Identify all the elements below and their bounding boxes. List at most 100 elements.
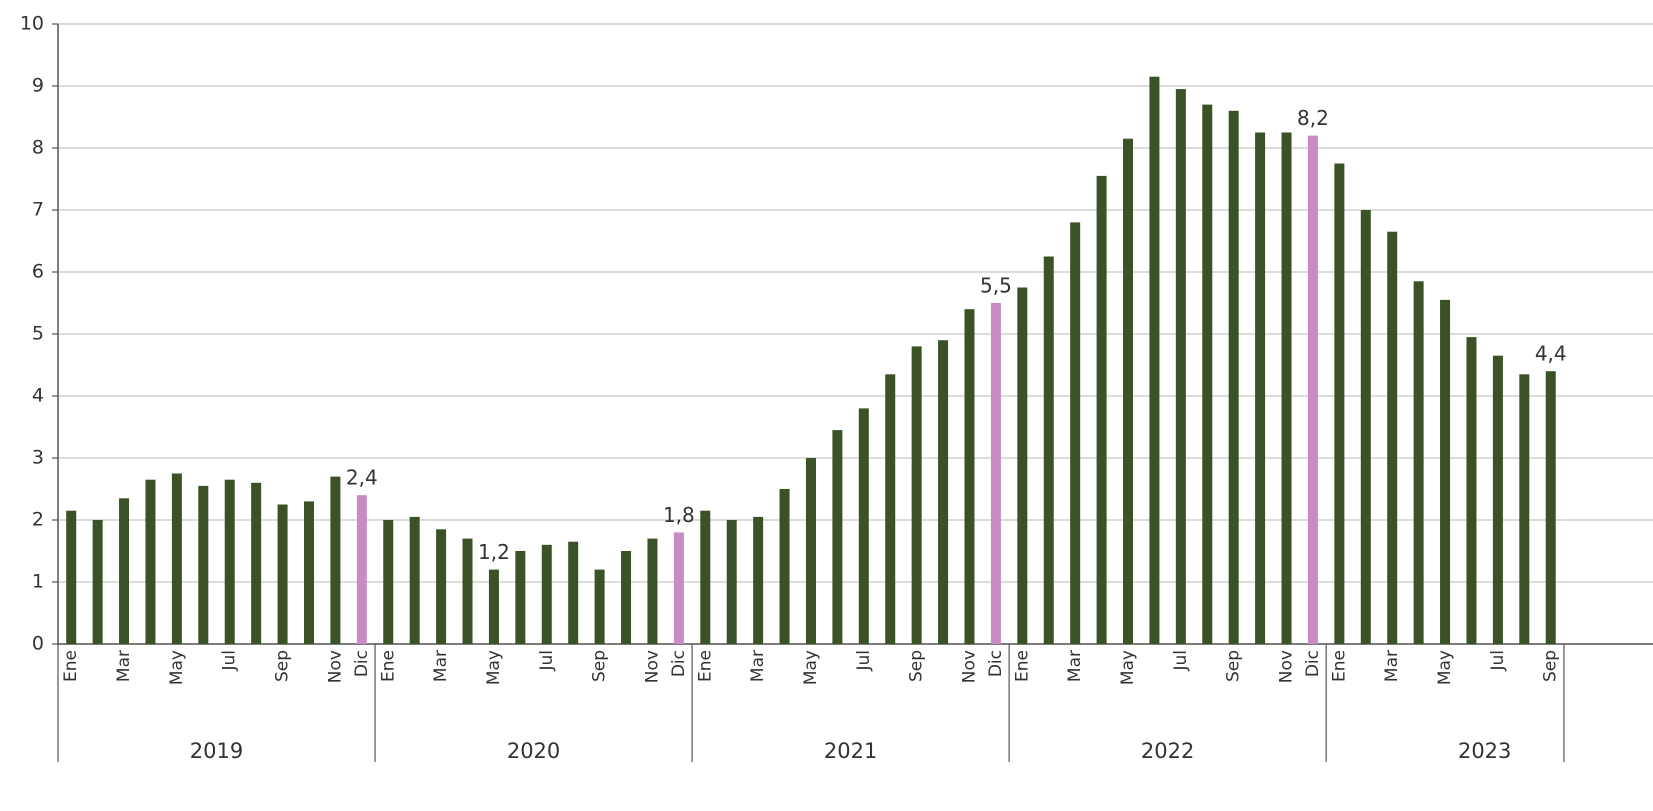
bar: [436, 529, 447, 644]
x-tick-label: Ene: [378, 650, 398, 682]
bar: [409, 516, 420, 644]
bar: [1281, 132, 1292, 644]
x-tick-label: Nov: [959, 650, 979, 683]
x-tick-label: Jul: [537, 650, 557, 672]
bar: [911, 346, 922, 644]
bar: [356, 495, 367, 644]
bar: [938, 340, 949, 644]
bar: [277, 504, 288, 644]
bar: [753, 516, 764, 644]
y-tick-label: 10: [20, 13, 44, 35]
bar: [303, 501, 314, 644]
bar: [119, 498, 130, 644]
x-tick-label: Nov: [325, 650, 345, 683]
x-tick-label: Mar: [1382, 650, 1402, 682]
x-tick-label: Dic: [669, 650, 689, 677]
x-tick-label: Mar: [114, 650, 134, 682]
data-label: 5,5: [980, 274, 1012, 298]
bar: [568, 541, 579, 644]
bar: [1255, 132, 1266, 644]
bar: [726, 520, 737, 644]
y-tick-label: 0: [32, 633, 44, 655]
group-label: 2019: [190, 739, 243, 763]
data-label: 8,2: [1297, 106, 1329, 130]
x-tick-label: May: [801, 650, 821, 685]
bar: [224, 479, 235, 644]
bar: [92, 520, 103, 644]
group-label: 2023: [1458, 739, 1511, 763]
bar: [1519, 374, 1530, 644]
bar: [66, 510, 77, 644]
y-tick-label: 3: [32, 447, 44, 469]
x-tick-label: Sep: [590, 650, 610, 682]
bar: [1043, 256, 1054, 644]
x-tick-label: Jul: [220, 650, 240, 672]
x-tick-label: Sep: [1541, 650, 1561, 682]
x-tick-label: Sep: [907, 650, 927, 682]
data-label: 4,4: [1535, 342, 1567, 366]
bar: [1070, 222, 1081, 644]
bar: [832, 430, 843, 644]
y-tick-label: 5: [32, 323, 44, 345]
bar: [805, 458, 816, 644]
bar: [858, 408, 869, 644]
x-tick-label: May: [1435, 650, 1455, 685]
bar: [1202, 104, 1213, 645]
x-tick-label: Mar: [1065, 650, 1085, 682]
x-tick-label: Nov: [1277, 650, 1297, 683]
bar: [885, 374, 896, 644]
bar: [964, 309, 975, 644]
bar: [1096, 175, 1107, 644]
bar: [1466, 337, 1477, 644]
bar: [1440, 299, 1451, 644]
y-tick-label: 1: [32, 571, 44, 593]
x-tick-label: Sep: [273, 650, 293, 682]
x-tick-label: Ene: [1012, 650, 1032, 682]
bar: [1360, 210, 1371, 644]
data-label: 1,8: [663, 503, 695, 527]
y-tick-label: 4: [32, 385, 44, 407]
y-tick-label: 9: [32, 75, 44, 97]
bar: [647, 538, 658, 644]
x-tick-label: Mar: [431, 650, 451, 682]
x-tick-label: Dic: [1303, 650, 1323, 677]
bar: [488, 569, 499, 644]
x-tick-label: May: [167, 650, 187, 685]
x-tick-label: Jul: [854, 650, 874, 672]
x-tick-label: Nov: [642, 650, 662, 683]
bar: [1334, 163, 1345, 644]
bar: [1149, 76, 1160, 644]
x-tick-label: Dic: [352, 650, 372, 677]
y-tick-label: 7: [32, 199, 44, 221]
x-tick-label: Jul: [1488, 650, 1508, 672]
bar: [330, 476, 341, 644]
data-label: 2,4: [346, 466, 378, 490]
y-tick-label: 2: [32, 509, 44, 531]
x-tick-label: Sep: [1224, 650, 1244, 682]
bar: [515, 551, 526, 644]
group-label: 2020: [507, 739, 560, 763]
y-tick-label: 8: [32, 137, 44, 159]
y-tick-label: 6: [32, 261, 44, 283]
x-tick-label: Dic: [986, 650, 1006, 677]
group-label: 2022: [1141, 739, 1194, 763]
bar: [990, 303, 1001, 644]
bar: [145, 479, 156, 644]
x-tick-label: May: [484, 650, 504, 685]
x-tick-label: Jul: [1171, 650, 1191, 672]
bar: [198, 485, 209, 644]
group-label: 2021: [824, 739, 877, 763]
bar: [383, 520, 394, 644]
x-tick-label: May: [1118, 650, 1138, 685]
x-tick-label: Ene: [61, 650, 81, 682]
bar: [1175, 89, 1186, 645]
bar: [251, 482, 262, 644]
bar: [621, 551, 632, 644]
bar: [1492, 355, 1503, 644]
bar: [541, 544, 552, 644]
bar: [1017, 287, 1028, 644]
bar: [1307, 135, 1318, 644]
bar: [462, 538, 473, 644]
bar: [1545, 371, 1556, 644]
